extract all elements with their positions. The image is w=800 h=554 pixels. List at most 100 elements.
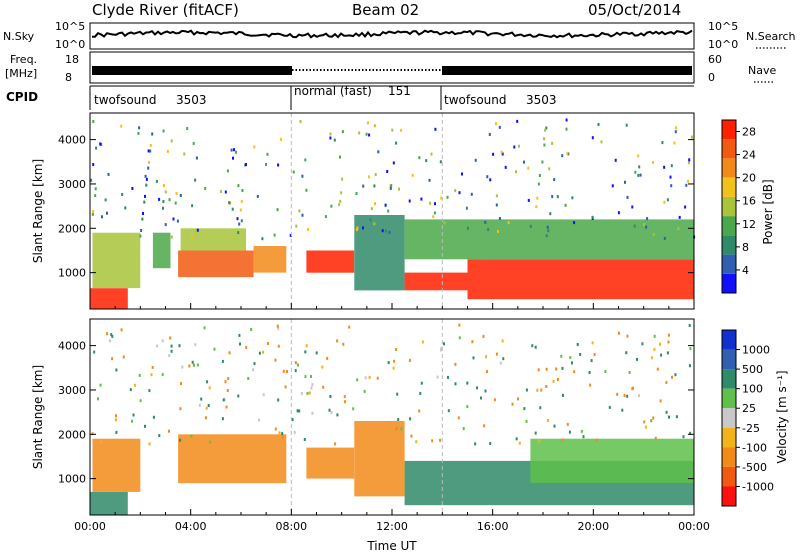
power-fleck <box>92 209 95 213</box>
power-fleck <box>507 221 510 225</box>
velocity-fleck <box>588 371 591 374</box>
velocity-fleck <box>566 422 569 426</box>
velocity-fleck <box>625 351 628 355</box>
velocity-fleck <box>169 336 172 340</box>
power-fleck <box>386 170 389 173</box>
colorbar-tick-label: 20 <box>742 172 756 185</box>
power-fleck <box>176 219 179 223</box>
x-tick-label: 04:00 <box>175 520 207 533</box>
power-fleck <box>374 173 377 176</box>
colorbar-tick-label: -1000 <box>742 480 774 493</box>
colorbar-frame <box>721 329 737 507</box>
colorbar-tick-label: 12 <box>742 218 756 231</box>
velocity-fleck <box>689 347 692 350</box>
velocity-fleck <box>553 424 556 428</box>
velocity-fleck <box>623 394 626 397</box>
velocity-fleck <box>421 340 424 344</box>
nave-tick-top: 60 <box>708 53 722 66</box>
velocity-fleck <box>239 342 241 346</box>
power-fleck <box>179 194 182 197</box>
power-fleck <box>597 123 600 126</box>
velocity-fleck <box>221 359 224 363</box>
power-fleck <box>235 150 237 154</box>
power-fleck <box>301 174 304 178</box>
cpid-seg-1-name: twofsound <box>94 93 157 107</box>
power-region-2 <box>152 232 171 269</box>
velocity-fleck <box>538 439 541 443</box>
power-fleck <box>329 136 332 140</box>
velocity-fleck <box>562 393 564 397</box>
x-tick-label: 00:00 <box>74 520 106 533</box>
power-fleck <box>367 175 370 179</box>
power-fleck <box>141 217 144 221</box>
velocity-fleck <box>342 342 345 346</box>
velocity-fleck <box>111 334 114 338</box>
velocity-fleck <box>659 342 661 346</box>
power-fleck <box>429 201 432 205</box>
nsky-tick-top: 10^5 <box>55 20 85 33</box>
velocity-fleck <box>439 438 442 442</box>
velocity-fleck <box>395 427 398 430</box>
velocity-fleck <box>188 364 191 368</box>
power-fleck <box>651 160 654 164</box>
colorbar-swatch <box>722 120 736 140</box>
power-fleck <box>646 217 649 221</box>
velocity-fleck <box>258 418 261 422</box>
velocity-fleck <box>682 435 685 439</box>
velocity-fleck <box>306 391 309 395</box>
power-fleck <box>384 229 387 233</box>
velocity-fleck <box>129 388 132 392</box>
power-fleck <box>107 172 110 176</box>
velocity-fleck <box>179 438 182 442</box>
power-fleck <box>241 189 244 192</box>
velocity-fleck <box>668 415 670 419</box>
velocity-fleck <box>258 351 261 355</box>
power-fleck <box>545 126 548 130</box>
velocity-fleck <box>643 420 646 424</box>
power-region-8 <box>404 272 468 291</box>
freq-label-1: Freq. <box>10 53 37 66</box>
power-region-3 <box>178 250 254 278</box>
nsky-panel-frame <box>89 22 695 50</box>
velocity-fleck <box>616 392 619 396</box>
power-fleck <box>543 143 546 147</box>
velocity-fleck <box>674 373 677 377</box>
power-fleck <box>489 178 492 182</box>
velocity-fleck <box>656 367 659 371</box>
velocity-fleck <box>329 395 332 398</box>
velocity-fleck <box>582 435 585 439</box>
velocity-fleck <box>590 359 593 363</box>
velocity-fleck <box>237 394 240 398</box>
colorbar-swatch <box>722 427 736 448</box>
velocity-fleck <box>395 348 398 351</box>
velocity-fleck <box>308 391 311 395</box>
power-fleck <box>240 219 243 223</box>
power-fleck <box>564 203 567 207</box>
velocity-fleck <box>93 350 96 354</box>
velocity-fleck <box>466 405 469 409</box>
x-tick-label: 12:00 <box>376 520 408 533</box>
power-fleck <box>591 136 594 140</box>
velocity-fleck <box>471 340 474 344</box>
power-fleck <box>549 212 552 216</box>
power-fleck <box>239 208 242 212</box>
power-fleck <box>527 166 530 170</box>
velocity-fleck <box>626 334 629 338</box>
velocity-fleck <box>363 389 366 393</box>
power-fleck <box>446 195 449 199</box>
velocity-fleck <box>277 398 280 402</box>
power-fleck <box>685 183 688 187</box>
colorbar-swatch <box>722 349 736 370</box>
velocity-fleck <box>534 345 537 349</box>
velocity-fleck <box>556 378 559 381</box>
freq-label-2: [MHz] <box>5 67 37 80</box>
velocity-fleck <box>170 344 173 348</box>
power-region-1 <box>92 232 141 289</box>
power-fleck <box>145 183 148 187</box>
velocity-fleck <box>397 418 400 421</box>
nsky-tick-bottom: 10^0 <box>55 38 85 51</box>
freq-band-3 <box>442 66 692 75</box>
velocity-fleck <box>303 438 306 441</box>
power-fleck <box>652 233 655 237</box>
power-fleck <box>339 155 341 159</box>
